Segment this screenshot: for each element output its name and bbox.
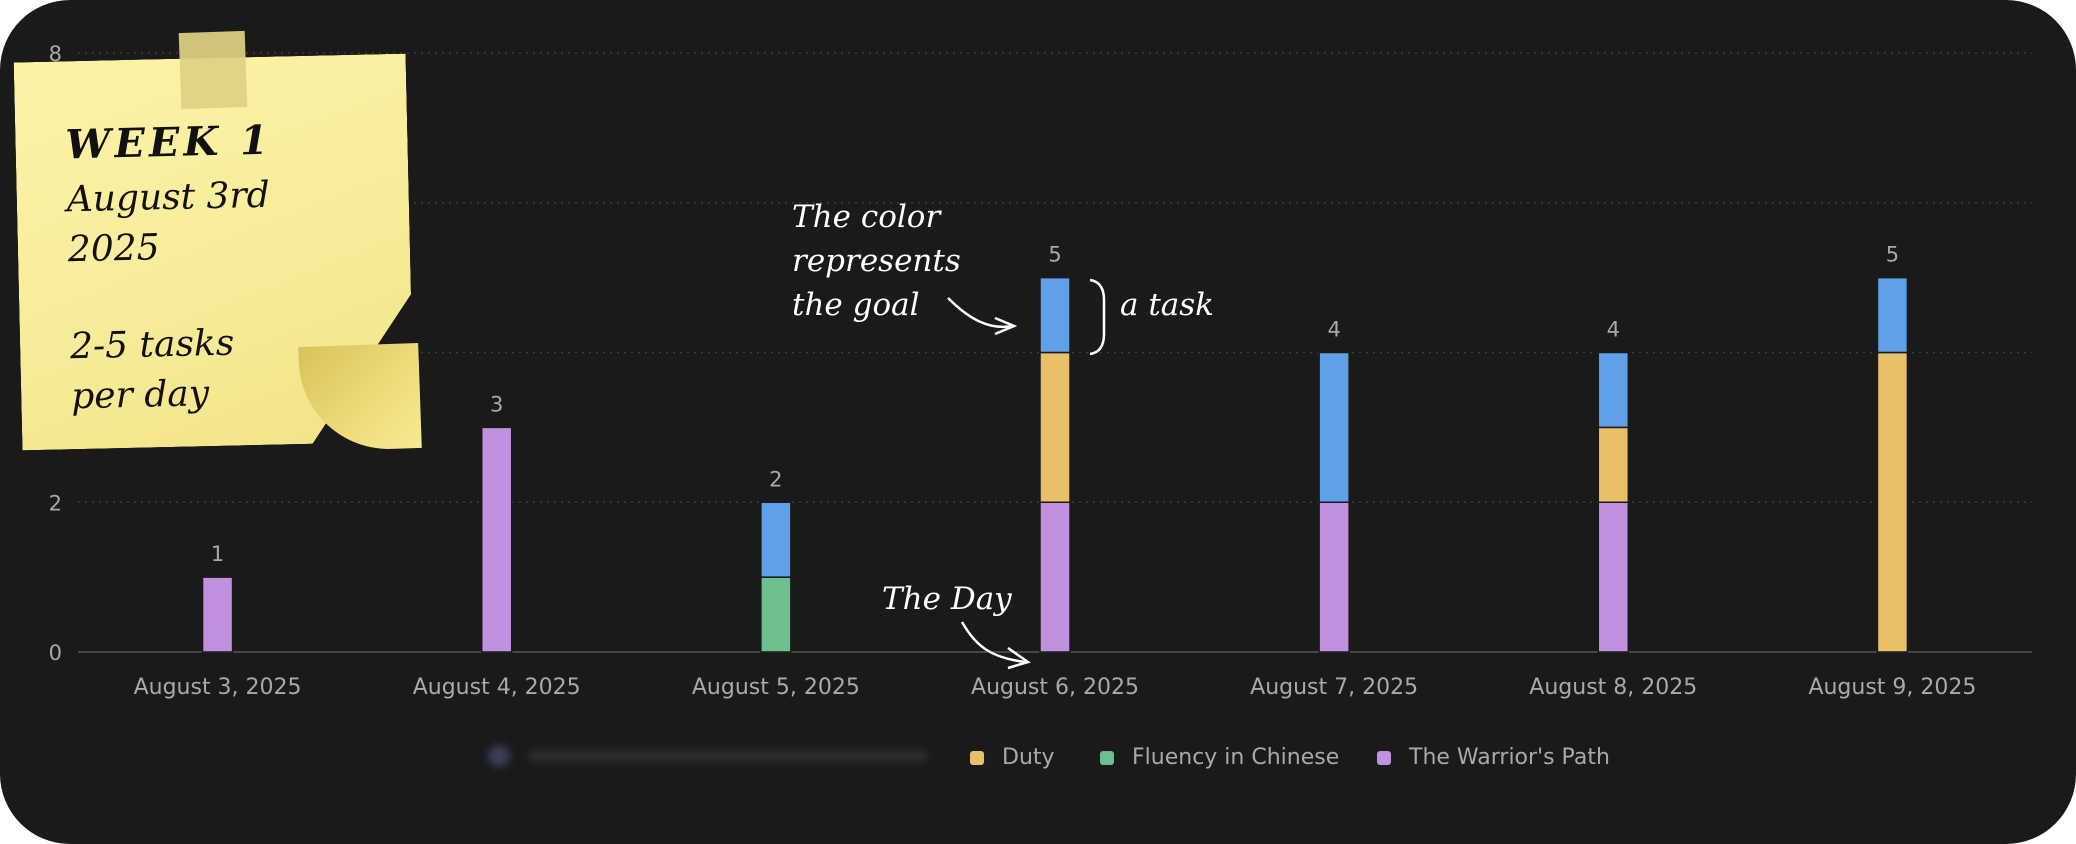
x-tick-label: August 7, 2025 — [1250, 675, 1418, 700]
x-tick-label: August 8, 2025 — [1529, 675, 1697, 700]
legend-item-hidden — [488, 745, 928, 767]
legend-label-fluency: Fluency in Chinese — [1132, 745, 1340, 770]
x-tick-label: August 6, 2025 — [971, 675, 1139, 700]
bar-segment — [480, 426, 513, 653]
bar-segment — [1876, 276, 1909, 354]
hidden-text-block — [528, 750, 928, 762]
bar-segment — [760, 576, 792, 653]
bar-segment — [1597, 501, 1630, 653]
x-tick-label: August 3, 2025 — [134, 675, 302, 700]
y-tick-label: 2 — [49, 491, 62, 515]
legend-item-duty[interactable]: Duty — [970, 745, 1055, 770]
bar-segment — [1039, 351, 1071, 503]
bar-total-label: 4 — [1327, 318, 1340, 342]
x-tick-label: August 9, 2025 — [1808, 675, 1976, 700]
arrow-day — [960, 621, 1027, 664]
legend-label-warrior: The Warrior's Path — [1409, 745, 1610, 770]
legend-item-fluency[interactable]: Fluency in Chinese — [1100, 745, 1339, 770]
annotation-task: a task — [1120, 287, 1214, 323]
chart-legend: Duty Fluency in Chinese The Warrior's Pa… — [0, 745, 2076, 775]
y-tick-label: 8 — [49, 42, 62, 66]
task-bracket — [1089, 278, 1106, 356]
duty-swatch — [970, 750, 984, 765]
bar-segment — [1039, 501, 1071, 653]
arrow-goal — [947, 297, 1013, 329]
bar-segment — [1876, 351, 1909, 653]
x-tick-label: August 4, 2025 — [413, 675, 581, 700]
bar-segment — [760, 501, 792, 578]
bar-total-label: 4 — [1607, 318, 1620, 342]
annotation-day: The Day — [882, 581, 1012, 617]
bar-total-label: 5 — [1048, 243, 1061, 267]
bar-segment — [1597, 351, 1630, 429]
x-tick-label: August 5, 2025 — [692, 675, 860, 700]
bar-total-label: 3 — [490, 392, 503, 416]
warrior-swatch — [1377, 750, 1391, 765]
bar-segment — [1318, 501, 1350, 653]
annotation-color-line3: the goal — [792, 287, 920, 323]
bar-segment — [1039, 276, 1071, 354]
bar-segment — [1318, 351, 1350, 503]
legend-label-duty: Duty — [1002, 745, 1055, 770]
hidden-dot-icon — [488, 745, 510, 767]
legend-item-warrior[interactable]: The Warrior's Path — [1377, 745, 1610, 770]
bar-total-label: 5 — [1886, 243, 1899, 267]
bar-total-label: 2 — [769, 467, 782, 491]
fluency-swatch — [1100, 750, 1114, 765]
bar-segment — [201, 576, 234, 653]
bar-segment — [1597, 426, 1630, 503]
annotation-color-line1: The color — [792, 199, 941, 235]
y-tick-label: 0 — [49, 641, 62, 665]
annotation-color-line2: represents — [792, 243, 961, 279]
arrow-goal-head — [994, 316, 1018, 336]
bar-total-label: 1 — [211, 542, 224, 566]
arrow-day-head — [1007, 646, 1031, 670]
